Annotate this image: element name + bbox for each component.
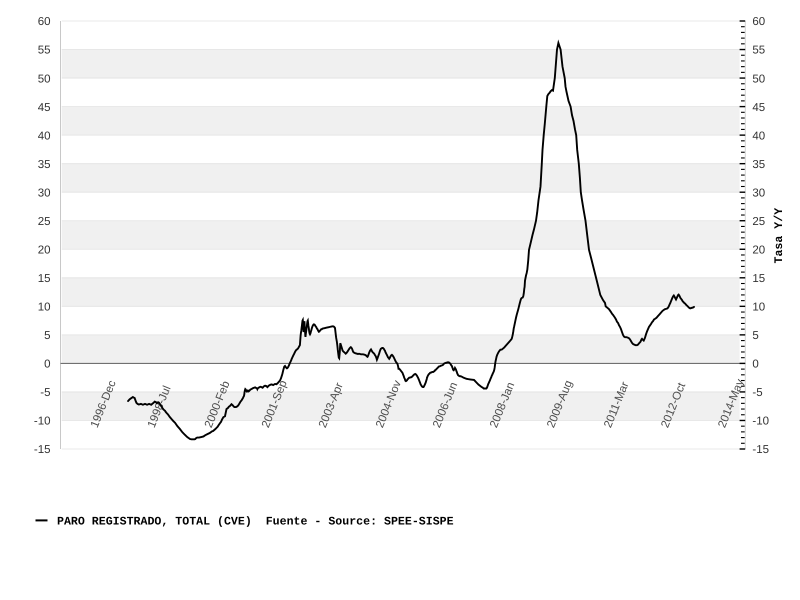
svg-text:-5: -5 xyxy=(40,387,50,399)
svg-text:-10: -10 xyxy=(752,416,769,428)
svg-text:Tasa Y/Y: Tasa Y/Y xyxy=(773,208,786,264)
svg-text:PARO REGISTRADO, TOTAL (CVE): PARO REGISTRADO, TOTAL (CVE) Fuente - So… xyxy=(57,516,454,529)
svg-text:20: 20 xyxy=(752,244,765,256)
svg-text:60: 60 xyxy=(38,16,51,28)
svg-text:-15: -15 xyxy=(34,444,51,456)
svg-text:50: 50 xyxy=(752,73,765,85)
svg-text:45: 45 xyxy=(38,102,51,114)
svg-text:0: 0 xyxy=(44,359,50,371)
svg-text:10: 10 xyxy=(752,302,765,314)
svg-text:15: 15 xyxy=(38,273,51,285)
svg-text:0: 0 xyxy=(752,359,758,371)
svg-text:40: 40 xyxy=(752,130,765,142)
svg-text:50: 50 xyxy=(38,73,51,85)
svg-text:55: 55 xyxy=(752,45,765,57)
svg-text:15: 15 xyxy=(752,273,765,285)
svg-text:45: 45 xyxy=(752,102,765,114)
svg-text:25: 25 xyxy=(752,216,765,228)
svg-text:-10: -10 xyxy=(34,416,51,428)
svg-text:35: 35 xyxy=(752,159,765,171)
svg-text:25: 25 xyxy=(38,216,51,228)
svg-text:40: 40 xyxy=(38,130,51,142)
svg-text:60: 60 xyxy=(752,16,765,28)
svg-text:5: 5 xyxy=(44,330,50,342)
svg-text:30: 30 xyxy=(752,187,765,199)
svg-text:35: 35 xyxy=(38,159,51,171)
svg-text:10: 10 xyxy=(38,302,51,314)
svg-text:20: 20 xyxy=(38,244,51,256)
svg-text:-5: -5 xyxy=(752,387,762,399)
svg-text:30: 30 xyxy=(38,187,51,199)
svg-text:55: 55 xyxy=(38,45,51,57)
svg-text:5: 5 xyxy=(752,330,758,342)
svg-text:-15: -15 xyxy=(752,444,769,456)
